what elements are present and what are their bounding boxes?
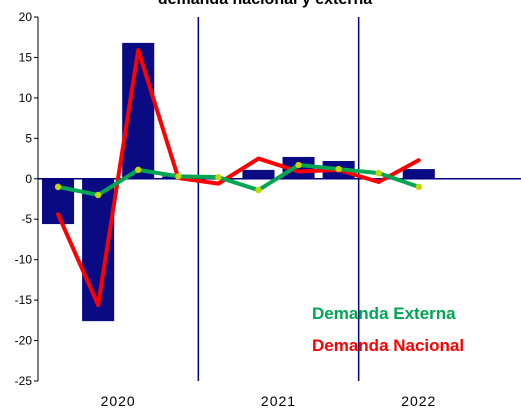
y-tick-label: 0 <box>25 172 32 186</box>
y-tick-label: -25 <box>15 374 33 388</box>
chart-title: demanda nacional y externa <box>158 0 372 8</box>
x-year-label: 2020 <box>101 393 136 409</box>
y-tick-label: -20 <box>15 334 33 348</box>
y-tick-label: -5 <box>21 212 32 226</box>
point-externa <box>135 166 142 174</box>
point-externa <box>295 161 302 169</box>
bar <box>402 169 435 179</box>
y-tick-label: 10 <box>19 91 33 105</box>
y-tick-label: -15 <box>15 293 33 307</box>
point-externa <box>255 186 262 194</box>
point-externa <box>54 183 62 191</box>
legend-externa: Demanda Externa <box>312 304 456 323</box>
x-year-label: 2021 <box>261 393 296 409</box>
legend-nacional: Demanda Nacional <box>312 336 464 355</box>
point-externa <box>215 173 222 181</box>
plot-area: 20 15 10 5 0 -5 -10 -15 -20 -25 2020 2021 2022 <box>15 10 521 409</box>
x-year-label: 2022 <box>401 393 436 409</box>
y-tick-label: 15 <box>19 50 33 64</box>
y-tick-label: -10 <box>15 253 33 267</box>
series-line-nacional <box>56 48 421 307</box>
point-externa <box>375 169 382 177</box>
point-externa <box>335 165 342 173</box>
y-tick-label: 5 <box>25 131 32 145</box>
point-externa <box>415 183 422 191</box>
point-externa <box>175 173 182 180</box>
y-tick-label: 20 <box>19 10 33 24</box>
point-externa <box>94 191 102 199</box>
bar <box>242 169 275 179</box>
series-line-externa <box>56 163 421 197</box>
